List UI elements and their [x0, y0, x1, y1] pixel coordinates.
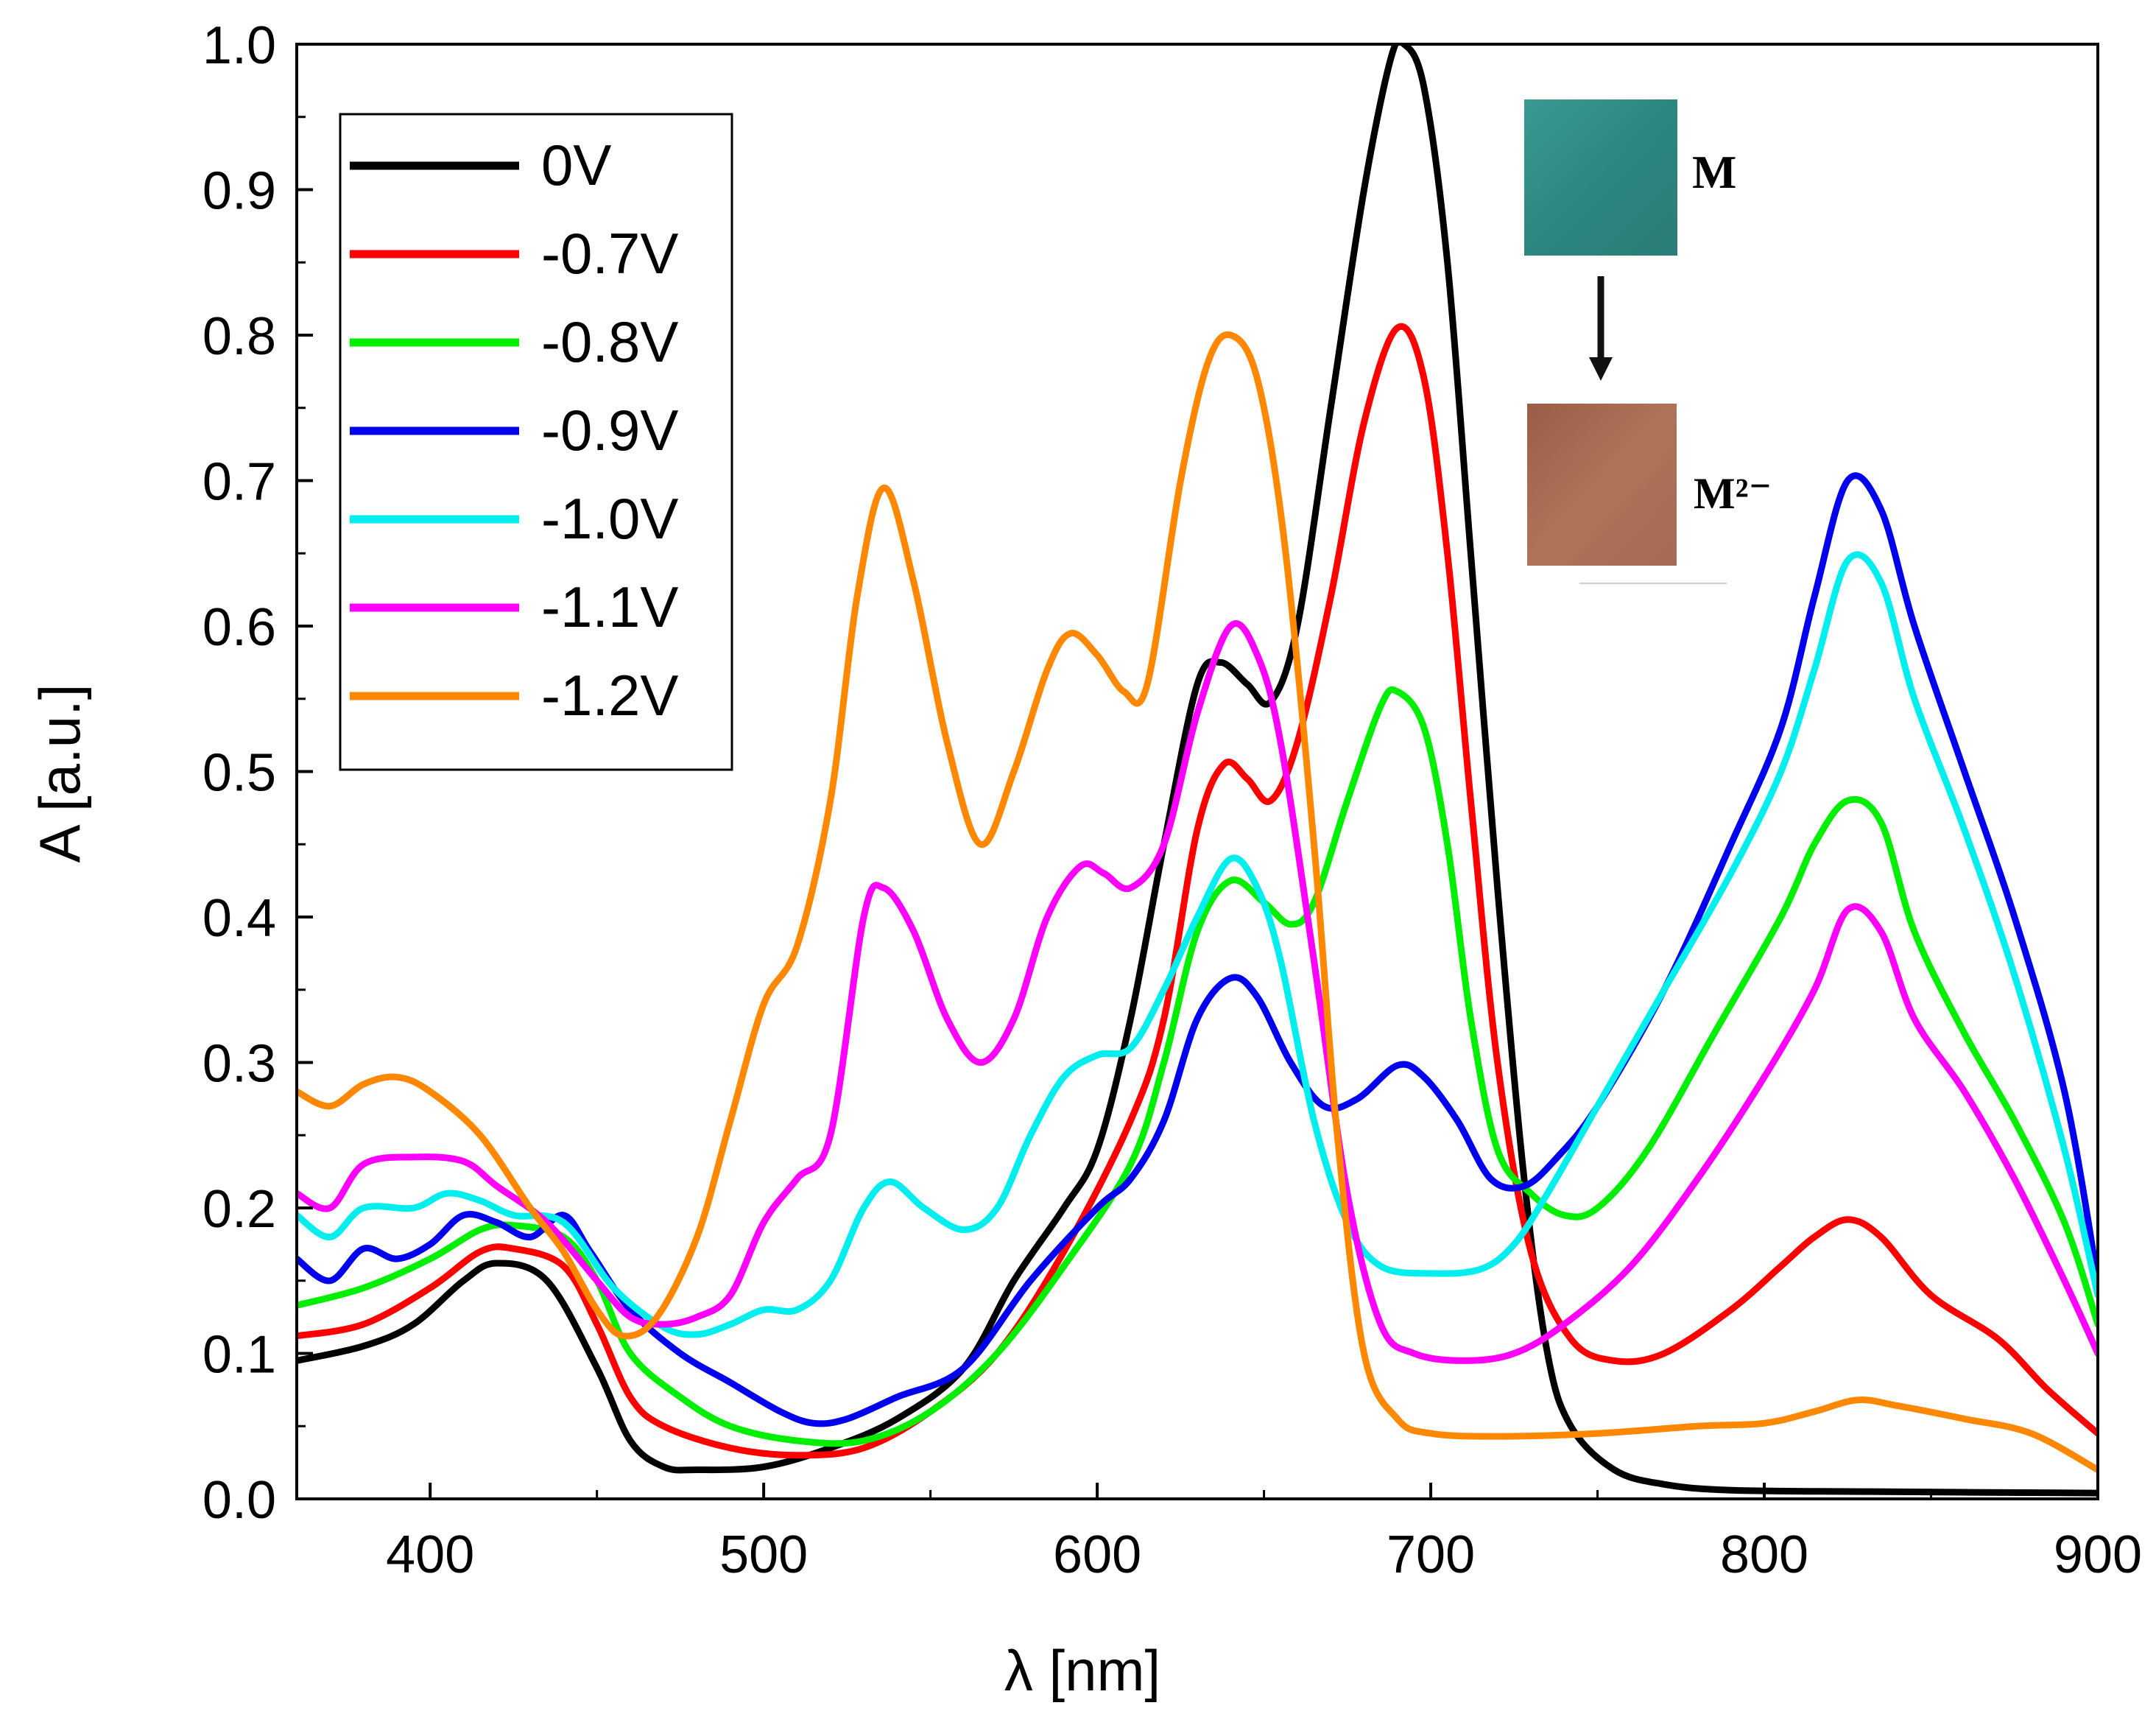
legend-box	[339, 113, 733, 771]
series-line-2	[297, 686, 2098, 1447]
ticks-layer: 0.0 0.1 0.2 0.3 0.4 0.5 0.6 0.7 0.8 0.9 1.0 400 500 6…	[202, 16, 2142, 1584]
x-tick-label: 900	[2054, 1525, 2142, 1584]
legend-label: -0.7V	[541, 221, 678, 286]
y-tick-label: 0.4	[202, 889, 276, 948]
legend: 0V -0.7V -0.8V -0.9V -1.0V -1.1V -1.2V	[339, 113, 733, 771]
y-tick-label: 0.3	[202, 1035, 276, 1094]
y-tick-label: 0.1	[202, 1326, 276, 1385]
x-tick-label: 500	[719, 1525, 808, 1584]
legend-label: -1.2V	[541, 663, 678, 728]
x-tick-label: 400	[386, 1525, 474, 1584]
series-line-1	[297, 323, 2098, 1459]
legend-label: 0V	[541, 133, 611, 197]
y-tick-label: 0.6	[202, 598, 276, 657]
inset-label-m2: M²⁻	[1694, 469, 1772, 518]
x-tick-label: 600	[1053, 1525, 1141, 1584]
plot-frame	[295, 43, 2099, 1500]
inset-label-m: M	[1692, 146, 1736, 198]
y-tick-label: 0.8	[202, 307, 276, 366]
inset-swatch-m	[1524, 99, 1677, 256]
legend-label: -1.0V	[541, 486, 678, 551]
series-line-5	[297, 620, 2098, 1364]
series-line-6	[297, 331, 2098, 1473]
inset-swatch-m2	[1527, 404, 1677, 566]
x-tick-label: 700	[1387, 1525, 1475, 1584]
series-layer	[297, 44, 2098, 1497]
y-tick-label: 0.0	[202, 1471, 276, 1530]
y-tick-label: 0.9	[202, 162, 276, 221]
x-tick-label: 800	[1720, 1525, 1808, 1584]
y-tick-label: 0.5	[202, 744, 276, 803]
legend-label: -0.9V	[541, 398, 678, 463]
y-axis-label: A [a.u.]	[27, 684, 92, 863]
legend-items: 0V -0.7V -0.8V -0.9V -1.0V -1.1V -1.2V	[350, 133, 678, 728]
y-tick-label: 1.0	[202, 16, 276, 75]
y-tick-label: 0.7	[202, 453, 276, 512]
legend-label: -1.1V	[541, 575, 678, 639]
arrow-down-icon	[1589, 276, 1613, 381]
y-tick-label: 0.2	[202, 1180, 276, 1239]
x-axis-label: λ [nm]	[1004, 1638, 1160, 1703]
inset: M M²⁻	[1524, 99, 1772, 584]
legend-label: -0.8V	[541, 309, 678, 374]
